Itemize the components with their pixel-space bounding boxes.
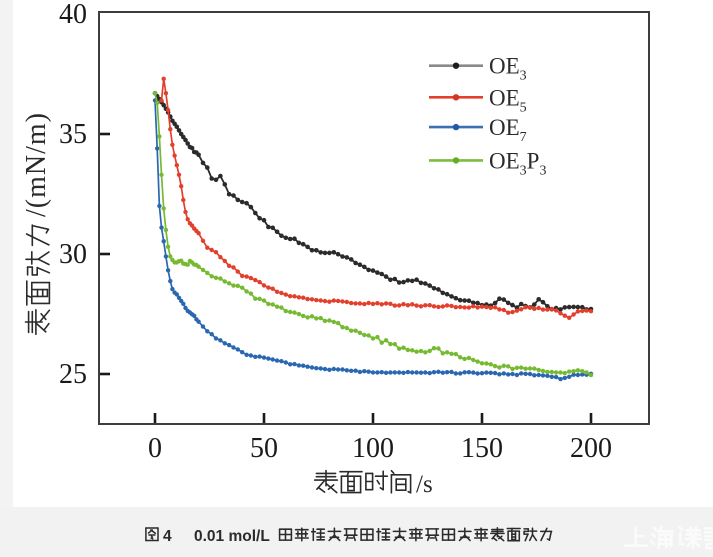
svg-text:40: 40 [59, 0, 87, 30]
svg-text:/(mN/m): /(mN/m) [21, 112, 52, 217]
svg-text:35: 35 [59, 119, 87, 150]
svg-text:150: 150 [461, 433, 503, 464]
svg-text:50: 50 [250, 433, 278, 464]
svg-text:30: 30 [59, 239, 87, 270]
svg-text:4: 4 [163, 528, 172, 545]
svg-text:0.01 mol/L: 0.01 mol/L [194, 528, 270, 545]
svg-text:25: 25 [59, 359, 87, 390]
svg-text:OE3P3: OE3P3 [489, 148, 546, 178]
svg-text:200: 200 [570, 433, 612, 464]
svg-text:100: 100 [352, 433, 394, 464]
svg-text:/s: /s [416, 471, 433, 498]
svg-text:0: 0 [148, 433, 162, 464]
